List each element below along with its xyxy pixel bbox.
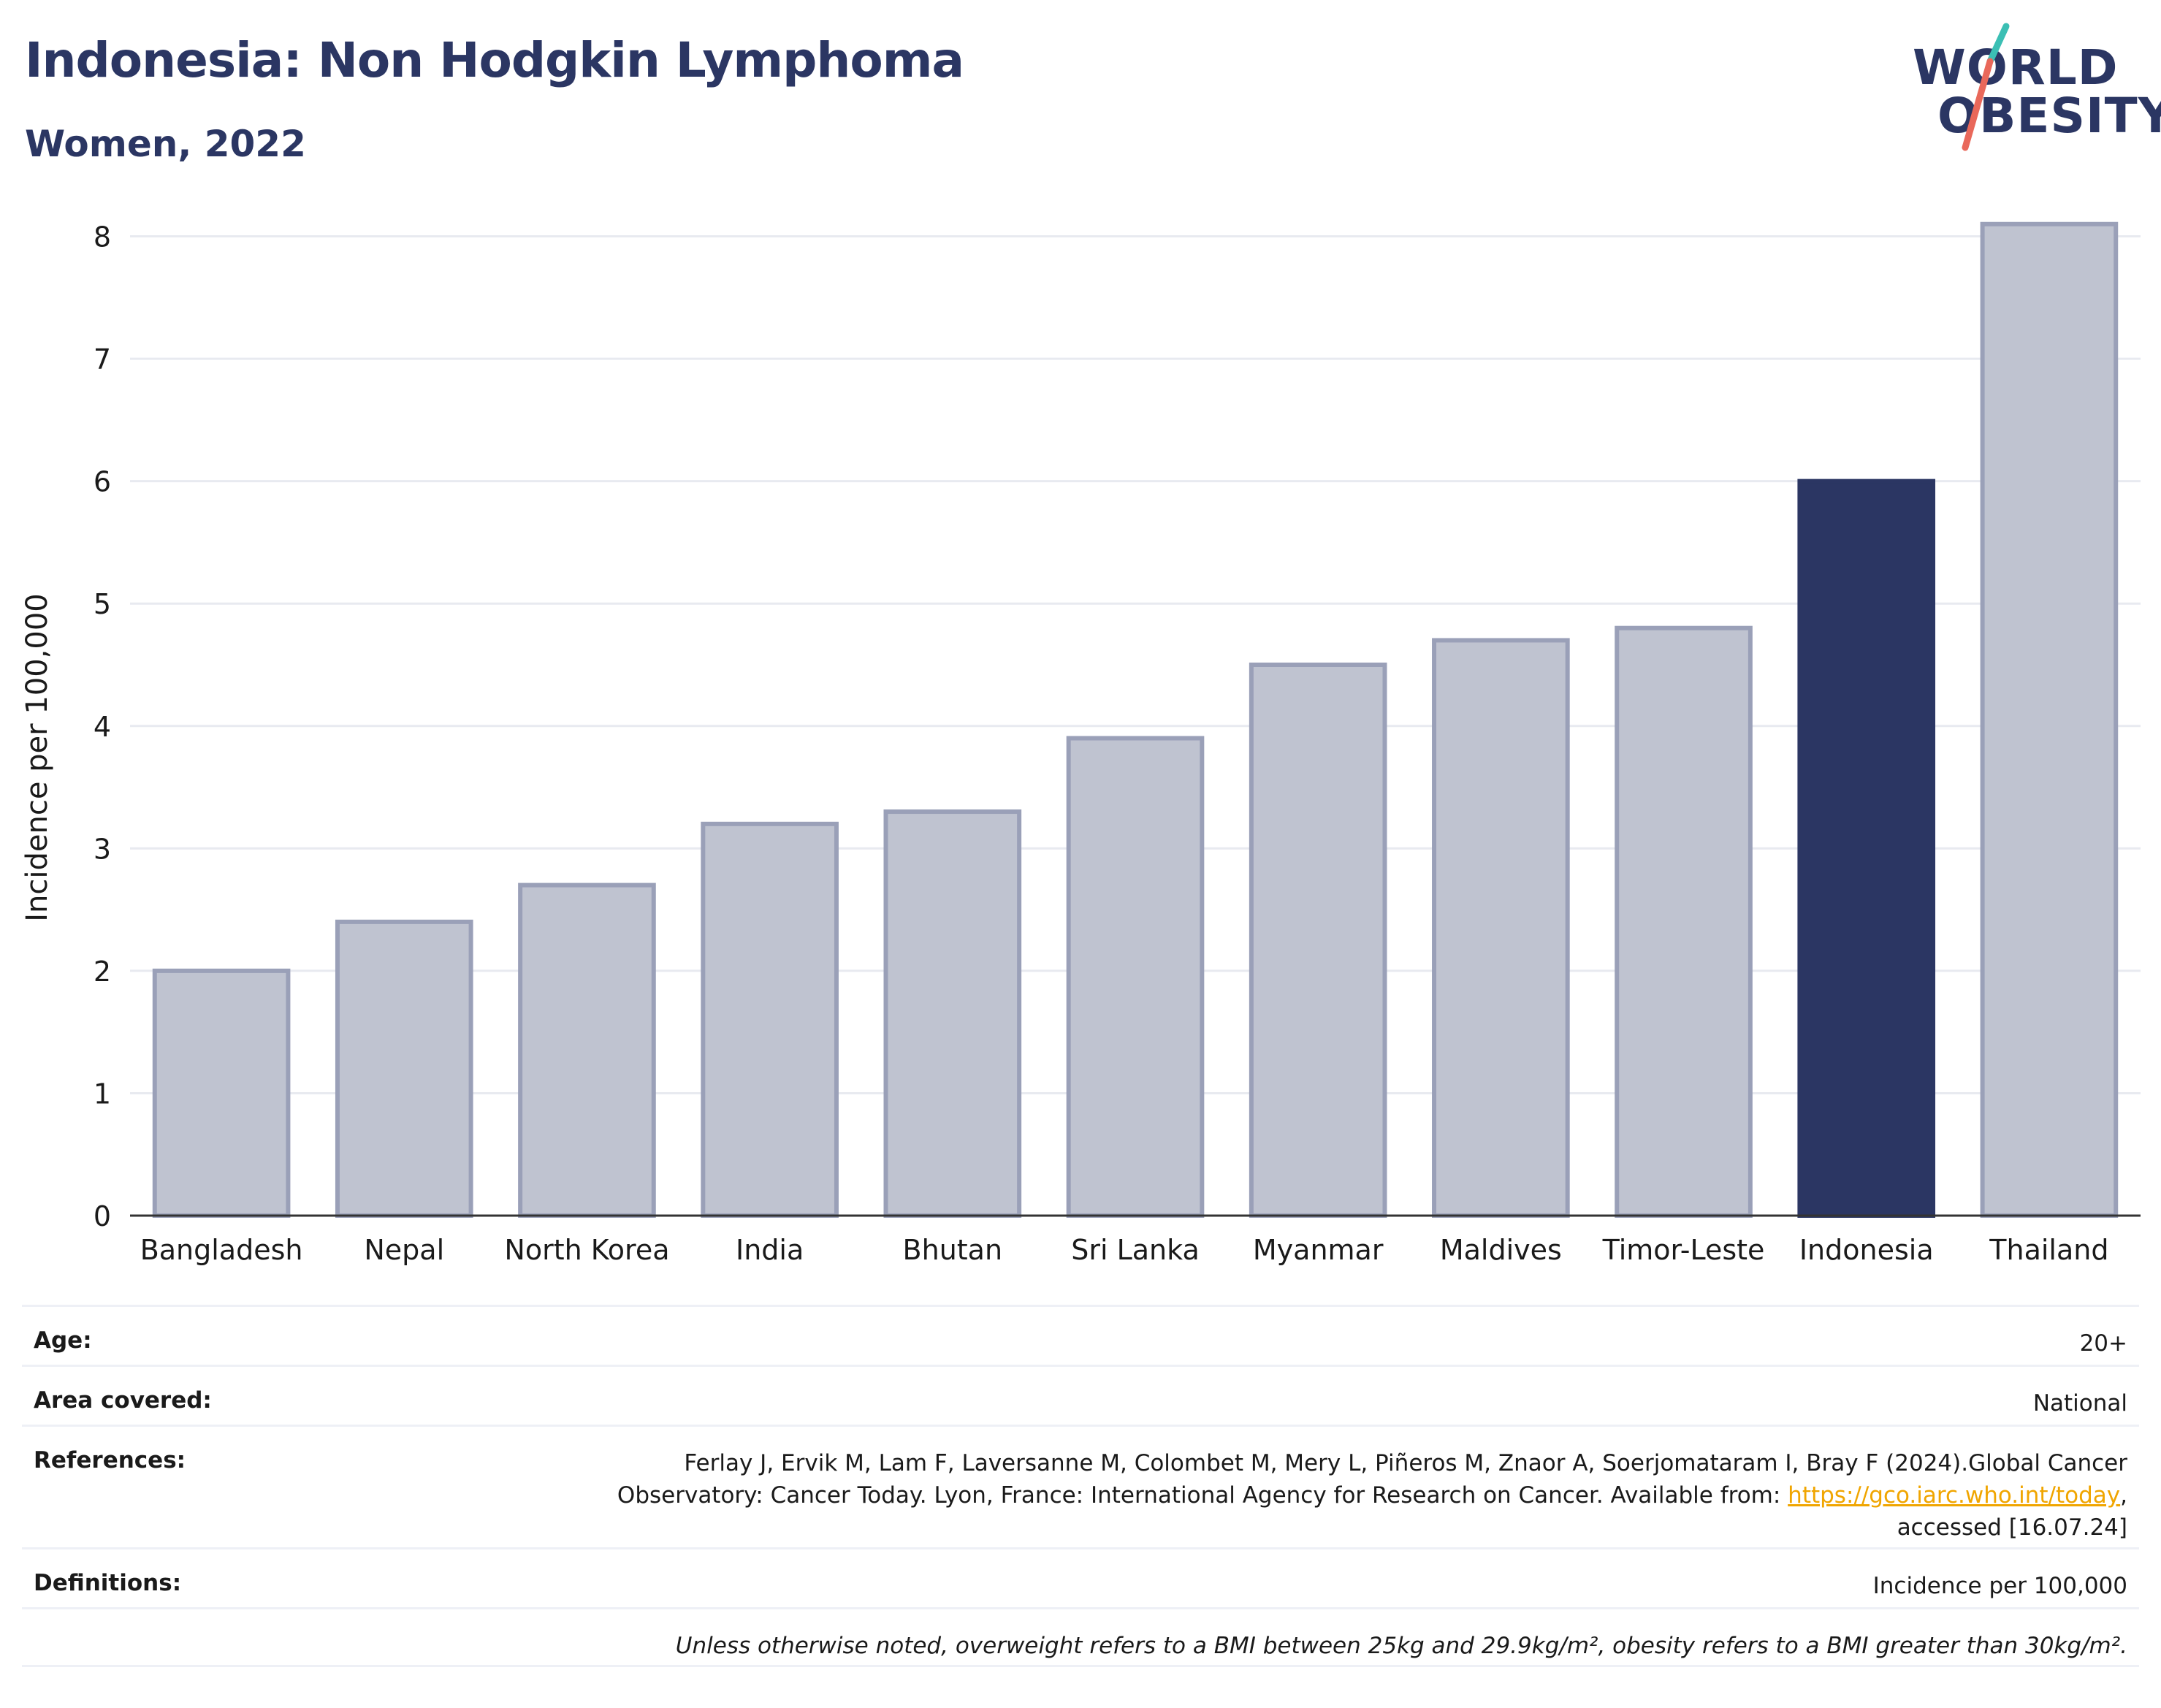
references-label: References: xyxy=(34,1447,186,1473)
area-value: National xyxy=(2032,1390,2127,1417)
y-tick-label: 5 xyxy=(94,588,111,620)
x-tick-label: Maldives xyxy=(1440,1234,1562,1266)
x-tick-label: Indonesia xyxy=(1799,1234,1934,1266)
x-tick-label: India xyxy=(736,1234,804,1266)
x-tick-label: Timor-Leste xyxy=(1602,1234,1765,1266)
chart-subtitle: Women, 2022 xyxy=(25,123,306,165)
axes: 0 1 2 3 4 5 6 7 8 Bangladesh Nepal North Korea India… xyxy=(94,221,2141,1266)
references-link[interactable]: https://gco.iarc.who.int/today xyxy=(1788,1482,2121,1509)
references-line-2: Observatory: Cancer Today. Lyon, France:… xyxy=(617,1479,2127,1511)
world-obesity-logo[interactable]: WORLD OBESITY xyxy=(1899,20,2161,159)
bar-indonesia[interactable] xyxy=(1797,479,1936,1218)
references-line-1: Ferlay J, Ervik M, Lam F, Laversanne M, … xyxy=(684,1450,2127,1476)
meta-row-references: References: Ferlay J, Ervik M, Lam F, La… xyxy=(22,1425,2139,1547)
meta-row-definitions: Definitions: Incidence per 100,000 xyxy=(22,1547,2139,1607)
bar-india[interactable] xyxy=(701,821,839,1218)
bar-bangladesh[interactable] xyxy=(152,968,291,1218)
definitions-label: Definitions: xyxy=(34,1570,182,1596)
x-tick-label: North Korea xyxy=(504,1234,669,1266)
age-label: Age: xyxy=(34,1327,92,1354)
y-tick-label: 0 xyxy=(94,1200,111,1232)
x-tick-label: Bangladesh xyxy=(140,1234,303,1266)
bar-chart: 0 1 2 3 4 5 6 7 8 Bangladesh Nepal North Korea India… xyxy=(20,221,2141,1266)
area-label: Area covered: xyxy=(34,1387,212,1414)
age-value: 20+ xyxy=(2079,1330,2127,1357)
bmi-note: Unless otherwise noted, overweight refer… xyxy=(675,1633,2127,1659)
references-line-3: accessed [16.07.24] xyxy=(1897,1514,2127,1541)
y-axis-title: Incidence per 100,000 xyxy=(20,593,54,922)
references-line-2-end: , xyxy=(2120,1482,2127,1509)
bars xyxy=(152,221,2119,1219)
meta-row-area: Area covered: National xyxy=(22,1365,2139,1425)
bar-thailand[interactable] xyxy=(1980,221,2119,1218)
y-tick-label: 1 xyxy=(94,1078,111,1110)
y-tick-label: 3 xyxy=(94,833,111,865)
x-tick-label: Bhutan xyxy=(903,1234,1003,1266)
chart-title: Indonesia: Non Hodgkin Lymphoma xyxy=(25,32,964,88)
metadata-table: Age: 20+ Area covered: National Referenc… xyxy=(22,1305,2139,1667)
logo-slash-icon xyxy=(1962,23,2010,151)
bar-nepal[interactable] xyxy=(335,919,473,1218)
bar-north-korea[interactable] xyxy=(518,882,656,1219)
bar-myanmar[interactable] xyxy=(1249,662,1387,1218)
y-tick-label: 8 xyxy=(94,221,111,253)
bar-timor-leste[interactable] xyxy=(1615,625,1753,1218)
bar-sri-lanka[interactable] xyxy=(1066,736,1205,1218)
y-tick-label: 7 xyxy=(94,343,111,375)
y-tick-label: 4 xyxy=(94,711,111,743)
logo-line-1: WORLD xyxy=(1913,39,2119,96)
bar-bhutan[interactable] xyxy=(883,809,1022,1218)
x-tick-label: Myanmar xyxy=(1253,1234,1384,1266)
x-tick-label: Thailand xyxy=(1989,1234,2108,1266)
y-tick-label: 6 xyxy=(94,466,111,498)
references-value: Ferlay J, Ervik M, Lam F, Laversanne M, … xyxy=(617,1447,2127,1544)
y-tick-label: 2 xyxy=(94,956,111,988)
bar-maldives[interactable] xyxy=(1432,638,1570,1218)
definitions-value: Incidence per 100,000 xyxy=(1872,1573,2127,1599)
meta-row-note: Unless otherwise noted, overweight refer… xyxy=(22,1607,2139,1667)
x-tick-label: Nepal xyxy=(364,1234,444,1266)
references-line-2-text: Observatory: Cancer Today. Lyon, France:… xyxy=(617,1482,1788,1509)
meta-row-age: Age: 20+ xyxy=(22,1305,2139,1365)
x-tick-label: Sri Lanka xyxy=(1071,1234,1200,1266)
